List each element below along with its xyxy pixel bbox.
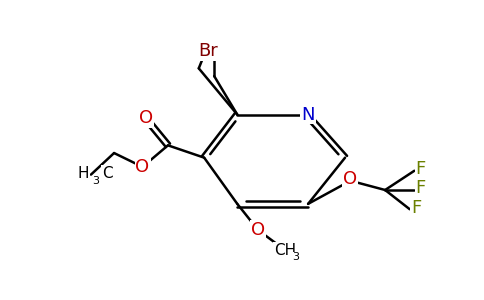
Text: CH: CH xyxy=(274,243,296,258)
Text: Br: Br xyxy=(198,42,218,60)
Text: F: F xyxy=(415,160,425,178)
Text: H: H xyxy=(78,166,90,181)
Text: N: N xyxy=(302,106,315,124)
Text: F: F xyxy=(411,199,421,217)
Text: C: C xyxy=(102,166,112,181)
Text: 3: 3 xyxy=(92,176,99,186)
Text: O: O xyxy=(136,158,150,176)
Text: O: O xyxy=(251,221,265,239)
Text: 3: 3 xyxy=(292,252,299,262)
Text: F: F xyxy=(415,179,425,197)
Text: O: O xyxy=(343,170,358,188)
Text: O: O xyxy=(139,109,153,127)
